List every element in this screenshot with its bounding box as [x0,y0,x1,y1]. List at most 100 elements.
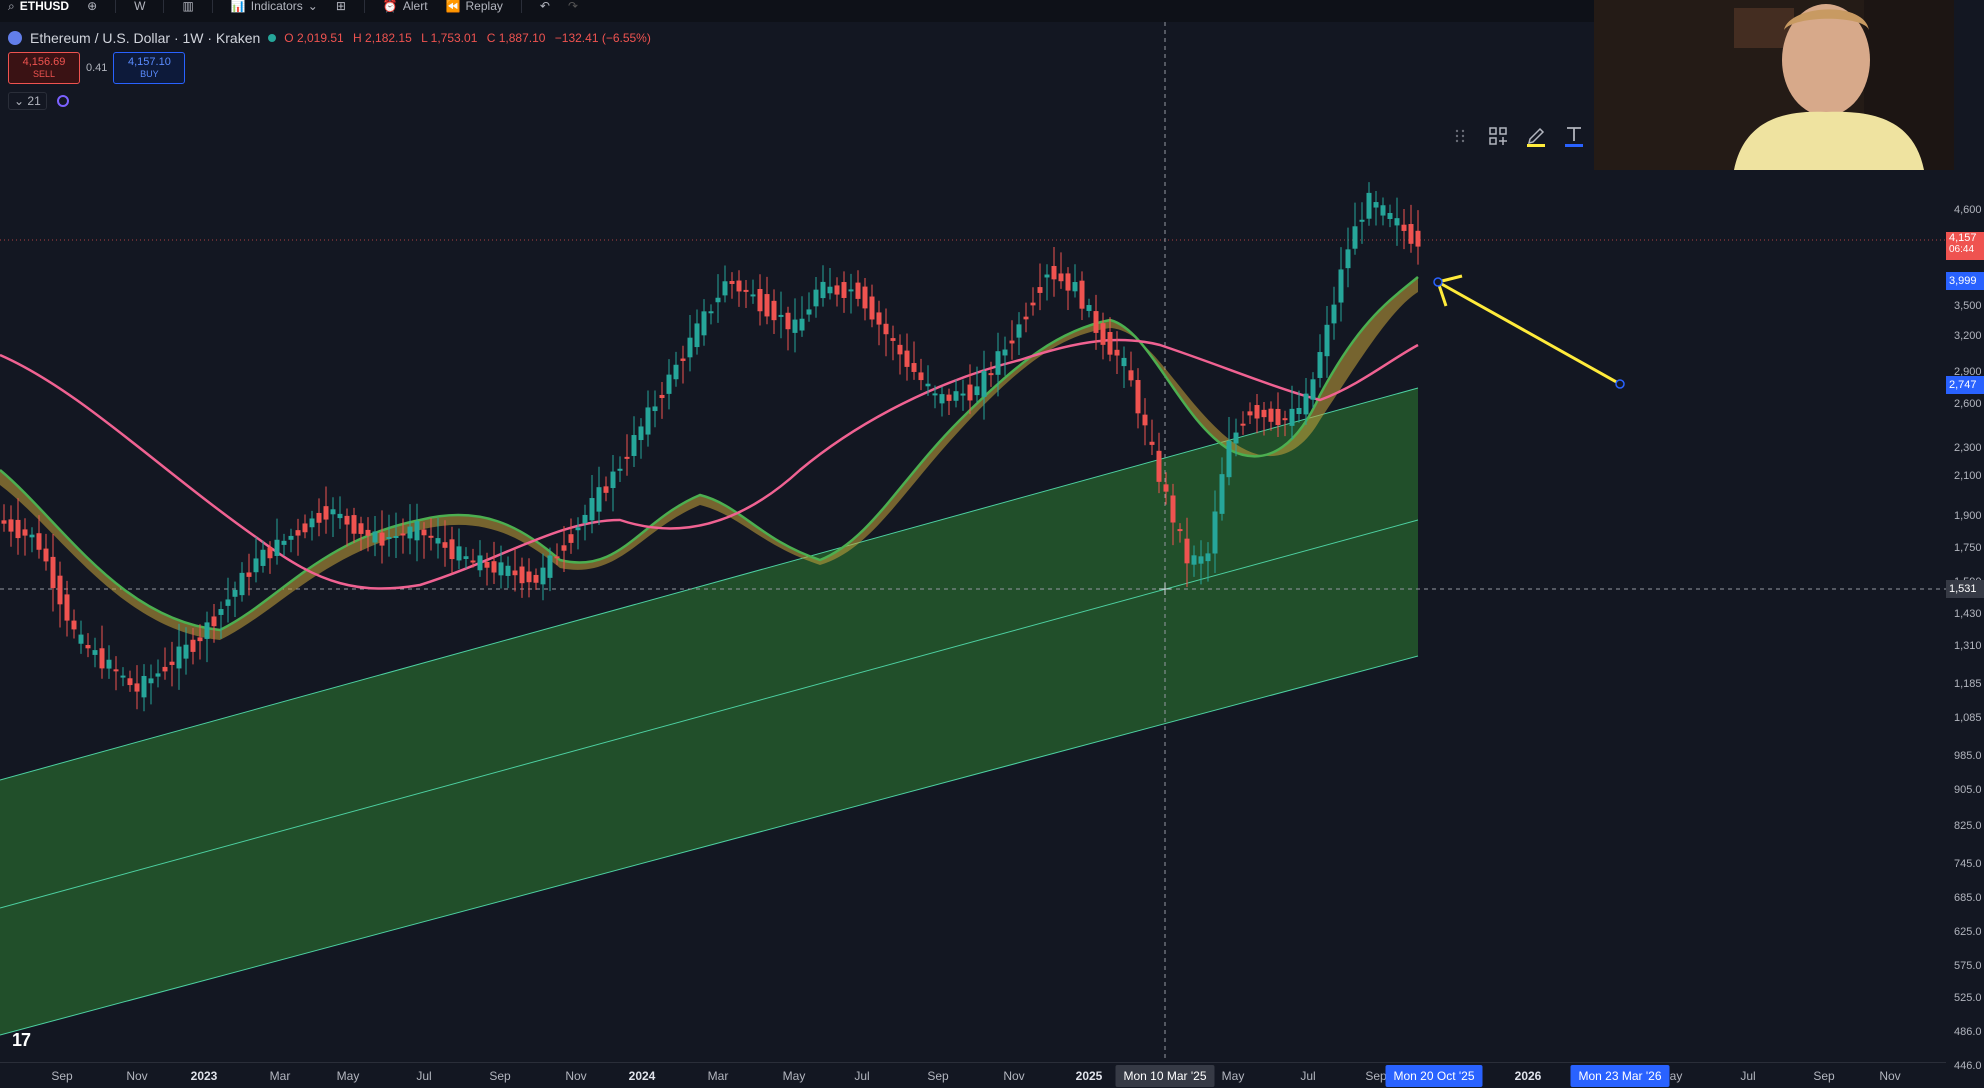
candle-body [736,280,742,292]
candle-body [1268,408,1274,422]
candle-body [778,314,784,317]
candle-body [365,529,371,536]
candle-body [134,683,140,692]
templates-button[interactable]: ⊞ [336,0,346,13]
price-tick-label: 2,100 [1954,470,1982,482]
price-tick-label: 1,900 [1954,510,1982,522]
candle-body [687,337,693,358]
symbol-title[interactable]: Ethereum / U.S. Dollar · 1W · Kraken [30,30,261,46]
candle-body [659,394,665,399]
candle-body [456,546,462,561]
candle-body [1205,553,1211,562]
candle-body [638,426,644,441]
range-end-badge: Mon 23 Mar '26 [1570,1065,1670,1087]
pencil-color-icon[interactable] [1524,124,1548,148]
candle-body [344,515,350,525]
interval-button[interactable]: W [134,0,145,13]
time-axis[interactable]: Nov Sep Jul ay 2026 Sep Jul May 2025 Nov Sep Jul May… [0,1062,1946,1088]
add-symbol-button[interactable]: ⊕ [87,0,97,13]
candle-body [1212,511,1218,554]
candle-body [1247,411,1253,416]
candle-body [1401,224,1407,231]
channel-mid-line [0,519,1419,909]
candle-body [92,650,98,655]
candle-body [491,561,497,573]
candle-body [498,562,504,576]
candle-body [722,281,728,296]
candle-body [890,338,896,341]
open-value: O 2,019.51 [284,31,344,45]
candle-body [1191,555,1197,565]
indicators-row: ⌄ 21 [8,92,69,110]
candle-body [1233,432,1239,444]
candle-body [1065,273,1071,291]
candle-body [1338,269,1344,303]
candle-body [1114,349,1120,356]
candle-body [694,323,700,348]
candle-body [841,282,847,298]
candle-body [575,527,581,531]
symbol-search[interactable]: ⌕ ETHUSD [8,0,69,14]
candle-body [197,637,203,642]
drag-handle-icon[interactable] [1448,124,1472,148]
candle-body [337,513,343,519]
candle-body [442,542,448,548]
indicators-button[interactable]: 📊 Indicators ⌄ [231,0,318,13]
candle-body [1240,423,1246,426]
templates-icon[interactable] [1486,124,1510,148]
candle-body [225,599,231,606]
price-tick-label: 985.0 [1954,750,1982,762]
crosshair-price-value: 1,531 [1949,583,1977,595]
channel-upper-line [0,387,1419,781]
market-status-icon [268,34,277,42]
candle-body [449,539,455,560]
ma-band-fill [0,277,1418,640]
price-axis[interactable]: 4,6003,8003,5003,2002,9002,6002,3002,100… [1946,170,1984,1072]
candle-body [1296,407,1302,415]
alert-button[interactable]: ⏰ Alert [383,0,428,13]
candle-body [239,572,245,596]
candle-body [1380,205,1386,216]
candle-body [848,289,854,292]
top-toolbar: ⌕ ETHUSD ⊕ W ▥ 📊 Indicators ⌄ ⊞ ⏰ Alert … [0,0,1600,22]
buy-button[interactable]: 4,157.10 BUY [113,52,186,84]
channel-fill [0,388,1418,1035]
candle-body [799,318,805,331]
candle-body [925,383,931,387]
text-color-icon[interactable] [1562,124,1586,148]
range-start-badge: Mon 20 Oct '25 [1385,1065,1483,1087]
alert-label: Alert [402,0,428,13]
candle-body [295,530,301,536]
indicators-toggle[interactable]: ⌄ 21 [8,92,47,110]
candle-body [589,498,595,521]
candle-body [260,549,266,566]
candle-body [911,363,917,372]
candle-body [1072,282,1078,292]
candle-body [162,666,168,672]
candle-body [1366,192,1372,219]
time-tick-label: Jul [1300,1069,1316,1083]
candle-body [1282,418,1288,421]
candle-body [981,371,987,397]
candle-body [435,538,441,544]
candle-body [862,286,868,309]
arrow-annotation[interactable] [1433,274,1625,389]
price-chart[interactable] [0,22,1946,1062]
replay-button[interactable]: ⏪ Replay [446,0,503,13]
candle-body [351,515,357,534]
candle-body [204,622,210,639]
redo-button[interactable]: ↷ [568,0,578,13]
candle-body [15,519,21,539]
chart-type-button[interactable]: ▥ [182,0,193,13]
time-tick-label: Sep [1365,1069,1387,1083]
candle-body [1058,273,1064,282]
candle-body [988,373,994,376]
candle-body [834,285,840,295]
candle-body [29,534,35,538]
undo-button[interactable]: ↶ [540,0,550,13]
sell-button[interactable]: 4,156.69 SELL [8,52,80,84]
candle-body [610,471,616,489]
candle-body [540,567,546,585]
candle-body [1009,340,1015,344]
candle-body [36,533,42,550]
